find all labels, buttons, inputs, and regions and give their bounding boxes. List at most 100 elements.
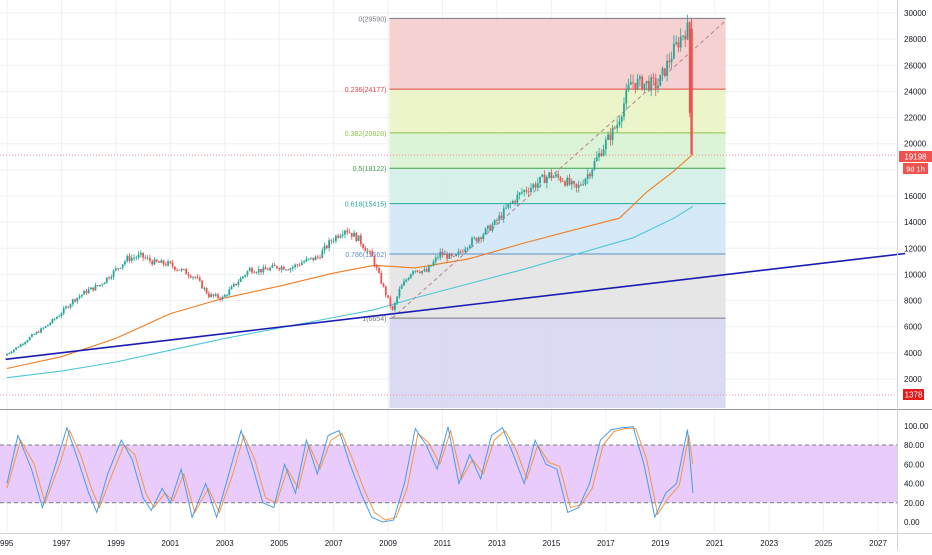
candle-body	[214, 294, 217, 296]
candle-body	[221, 296, 224, 300]
candle-body	[577, 184, 580, 188]
candle-body	[96, 285, 99, 287]
candle-body	[521, 192, 523, 193]
candle-body	[359, 235, 362, 245]
candle-body	[511, 201, 514, 204]
candle-body	[151, 260, 154, 265]
candle-body	[561, 181, 564, 182]
candle-body	[437, 257, 439, 259]
candle-body	[491, 224, 494, 231]
candle-body	[33, 334, 36, 335]
candle-body	[37, 331, 40, 333]
fib-zone	[389, 203, 726, 254]
candle-body	[650, 77, 653, 91]
fib-trend-line	[391, 20, 726, 319]
candle-body	[323, 245, 326, 251]
candle-body	[548, 172, 551, 177]
candle-body	[632, 82, 634, 84]
candle-body	[201, 280, 203, 289]
candle-body	[348, 232, 351, 234]
candle-body	[384, 286, 387, 296]
candle-body	[595, 157, 598, 162]
candle-body	[228, 289, 231, 295]
candle-body	[552, 176, 555, 178]
candle-body	[684, 35, 687, 40]
fib-level-label: 0(29590)	[358, 16, 386, 23]
candle-body	[614, 127, 616, 129]
candle-body	[634, 83, 637, 89]
candle-body	[144, 257, 147, 259]
candle-body	[627, 84, 630, 91]
candle-body	[298, 264, 301, 266]
candle-body	[541, 174, 544, 177]
candle-body	[448, 253, 451, 259]
candle-body	[121, 264, 124, 268]
candle-body	[269, 267, 272, 271]
candle-body	[418, 272, 421, 273]
candle-body	[117, 268, 120, 270]
candle-body	[35, 331, 38, 335]
moving-average-orange	[6, 153, 694, 370]
candle-body	[187, 274, 190, 276]
candle-body	[618, 121, 621, 126]
candle-body	[425, 269, 428, 272]
candle-body	[83, 290, 86, 295]
candle-body	[555, 174, 557, 177]
time-tick-label: 2025	[815, 539, 833, 548]
price-tick-label: 22000	[904, 114, 927, 123]
candle-body	[525, 190, 528, 192]
candle-body	[357, 235, 360, 242]
candle-body	[439, 251, 442, 258]
candle-body	[648, 80, 650, 91]
price-tick-label: 30000	[904, 9, 927, 18]
candle-body	[198, 277, 201, 281]
fib-zone	[389, 18, 726, 90]
fib-zone	[389, 132, 726, 169]
candle-body	[407, 278, 410, 280]
candle-body	[257, 269, 260, 273]
candle-body	[305, 258, 308, 262]
candle-body	[158, 261, 160, 263]
trend-line	[5, 252, 906, 361]
candle-body	[636, 79, 639, 89]
candle-body	[346, 230, 349, 233]
candle-body	[244, 275, 247, 277]
price-tick-label: 12000	[904, 244, 927, 253]
candle-body	[325, 245, 328, 249]
candle-body	[341, 234, 344, 236]
candle-body	[616, 125, 619, 129]
candle-body	[10, 351, 13, 353]
candle-body	[69, 304, 72, 308]
candle-body	[226, 294, 228, 296]
candle-body	[192, 276, 194, 278]
candle-body	[176, 269, 179, 271]
candle-body	[28, 337, 31, 341]
candle-body	[217, 294, 219, 298]
candle-body	[242, 276, 244, 279]
candle-body	[489, 225, 492, 231]
candle-body	[296, 264, 299, 266]
candle-body	[575, 183, 578, 188]
candle-body	[239, 278, 242, 283]
oscillator-tick-label: 100.00	[904, 422, 929, 431]
candle-body	[119, 267, 122, 269]
candle-body	[473, 237, 476, 239]
candle-body	[389, 297, 392, 307]
candle-body	[196, 277, 199, 278]
candle-body	[205, 288, 208, 294]
candle-body	[564, 181, 566, 186]
candle-body	[496, 219, 498, 221]
candle-body	[90, 287, 92, 290]
candle-body	[153, 259, 156, 265]
candle-body	[602, 149, 605, 156]
candle-body	[178, 269, 181, 271]
candle-body	[31, 334, 33, 338]
candle-body	[237, 282, 240, 285]
candle-body	[300, 262, 303, 266]
candle-body	[559, 177, 562, 182]
candle-body	[282, 266, 285, 270]
candle-body	[287, 269, 290, 271]
candle-body	[629, 82, 632, 85]
